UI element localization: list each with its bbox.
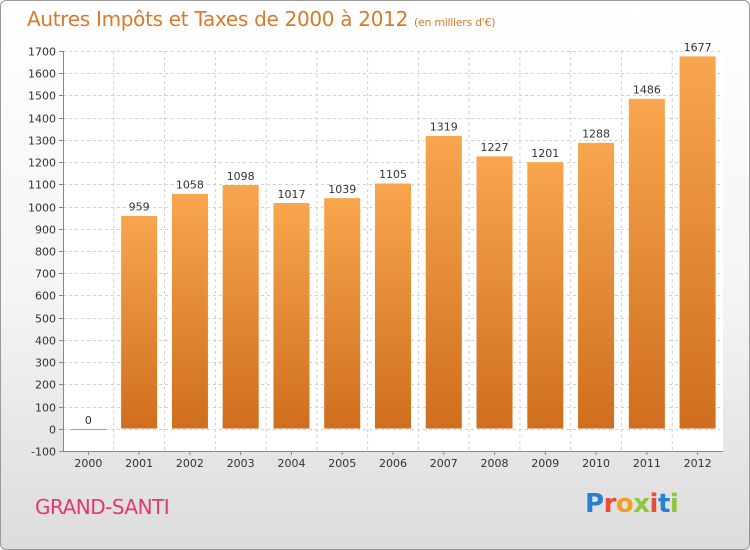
- bar-2011: [628, 98, 666, 430]
- bar-value-label: 1105: [379, 168, 407, 181]
- bar-value-label: 1319: [430, 121, 458, 134]
- x-tick-label: 2006: [379, 457, 407, 470]
- y-tick-label: 100: [35, 402, 56, 415]
- logo-letter: P: [585, 489, 604, 519]
- bar-2004: [272, 202, 310, 430]
- bar-2010: [577, 142, 615, 430]
- y-tick-label: 400: [35, 335, 56, 348]
- x-tick-label: 2009: [531, 457, 559, 470]
- y-tick-label: 0: [49, 424, 56, 437]
- logo-letter: t: [657, 489, 670, 519]
- x-tick-label: 2000: [74, 457, 102, 470]
- y-tick-label: 1700: [28, 46, 56, 59]
- logo-letter: o: [615, 489, 634, 519]
- y-tick-label: 1300: [28, 135, 56, 148]
- bar-value-label: 1058: [176, 179, 204, 192]
- bar-value-label: 1201: [531, 147, 559, 160]
- x-tick-label: 2011: [633, 457, 661, 470]
- bar-2012: [679, 55, 717, 430]
- bar-value-label: 1288: [582, 128, 610, 141]
- bar-value-label: 1039: [328, 183, 356, 196]
- y-tick-label: -100: [31, 446, 56, 459]
- y-tick-label: 1500: [28, 90, 56, 103]
- bar-value-label: 1486: [633, 84, 661, 97]
- y-tick-label: 600: [35, 290, 56, 303]
- y-tick-label: 1100: [28, 179, 56, 192]
- bar-2007: [425, 135, 463, 430]
- bar-2008: [476, 155, 514, 430]
- y-tick-label: 300: [35, 357, 56, 370]
- y-tick-label: 700: [35, 268, 56, 281]
- x-tick-label: 2005: [328, 457, 356, 470]
- x-tick-label: 2003: [227, 457, 255, 470]
- x-tick-label: 2008: [481, 457, 509, 470]
- y-tick-label: 1600: [28, 68, 56, 81]
- y-tick-label: 1000: [28, 202, 56, 215]
- y-tick-label: 900: [35, 224, 56, 237]
- bar-2002: [171, 193, 209, 430]
- chart-title-text: Autres Impôts et Taxes de 2000 à 2012: [27, 7, 408, 31]
- x-tick-label: 2002: [176, 457, 204, 470]
- x-tick-label: 2012: [684, 457, 712, 470]
- bar-value-label: 1677: [684, 41, 712, 54]
- bar-value-label: 1017: [277, 188, 305, 201]
- chart-title: Autres Impôts et Taxes de 2000 à 2012 (en…: [27, 7, 495, 31]
- bar-2005: [323, 197, 361, 430]
- bar-value-label: 959: [129, 201, 150, 214]
- y-tick-label: 200: [35, 379, 56, 392]
- x-tick-label: 2010: [582, 457, 610, 470]
- bar-value-label: 0: [85, 414, 92, 427]
- commune-name: GRAND-SANTI: [35, 495, 170, 519]
- bar-2003: [222, 184, 260, 430]
- y-tick-label: 1200: [28, 157, 56, 170]
- bar-value-label: 1098: [227, 170, 255, 183]
- chart-title-unit: (en milliers d'€): [414, 16, 496, 29]
- y-tick-label: 800: [35, 246, 56, 259]
- y-tick-label: 500: [35, 313, 56, 326]
- bar-2000: [69, 428, 107, 431]
- x-tick-label: 2007: [430, 457, 458, 470]
- bar-value-label: 1227: [481, 141, 509, 154]
- x-tick-label: 2004: [277, 457, 305, 470]
- x-tick-label: 2001: [125, 457, 153, 470]
- logo-letter: i: [649, 489, 659, 519]
- bar-2001: [120, 215, 158, 430]
- bar-2009: [526, 161, 564, 430]
- logo-letter: i: [669, 489, 679, 519]
- logo-letter: r: [603, 489, 617, 519]
- y-tick-label: 1400: [28, 113, 56, 126]
- logo-letter: x: [633, 489, 650, 519]
- proxiti-logo: Proxiti: [585, 489, 679, 519]
- bar-2006: [374, 182, 412, 430]
